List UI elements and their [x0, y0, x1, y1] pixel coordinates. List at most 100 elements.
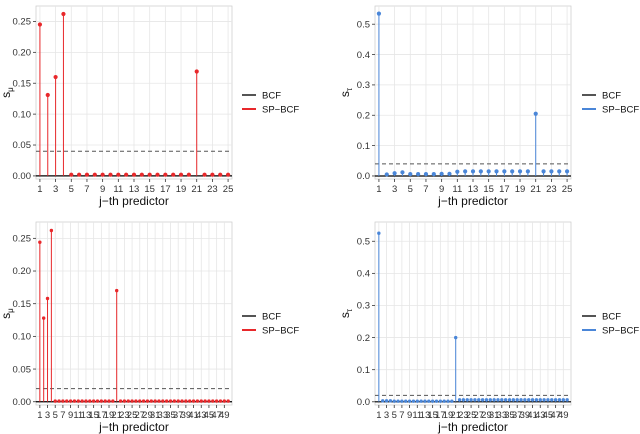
x-tick-label: 9 [407, 410, 412, 421]
data-point [430, 399, 435, 403]
data-point [549, 169, 554, 174]
x-tick-label: 11 [73, 410, 83, 421]
x-axis-title: j−th predictor [98, 420, 169, 434]
data-point [176, 399, 180, 403]
data-point [533, 111, 538, 116]
x-tick-label: 27 [473, 410, 484, 421]
data-point [111, 399, 115, 403]
y-tick-label: 0.20 [13, 266, 32, 277]
legend-item-sp-bcf-label: SP−BCF [602, 104, 639, 115]
y-tick-label: 0.00 [13, 397, 32, 408]
data-point [172, 399, 177, 403]
x-tick-label: 33 [158, 410, 169, 421]
data-point [157, 399, 161, 403]
data-point [45, 296, 50, 301]
y-tick-label: 0.2 [357, 110, 370, 121]
y-tick-label: 0.05 [13, 364, 32, 375]
x-tick-label: 41 [527, 410, 538, 421]
x-tick-label: 17 [499, 184, 510, 195]
chart-panel-3: 0.000.050.100.150.200.251 3 5 7 9 11131517192… [0, 221, 299, 434]
data-point [470, 169, 476, 174]
x-tick-label: 1 [376, 184, 381, 195]
data-point [222, 399, 227, 403]
legend-item-bcf-label: BCF [602, 90, 621, 101]
data-point [507, 398, 512, 402]
x-tick-label: 13 [420, 410, 431, 421]
data-point [511, 398, 516, 402]
legend: BCF SP−BCF [582, 90, 639, 115]
x-tick-label: 15 [427, 410, 438, 421]
y-tick-label: 0.3 [357, 80, 370, 91]
data-point [61, 399, 65, 403]
data-point [494, 169, 499, 174]
data-point [416, 172, 421, 177]
data-point [207, 399, 211, 403]
data-point [92, 172, 97, 177]
x-tick-label: 7 [84, 184, 89, 195]
x-tick-label: 15 [483, 184, 494, 195]
data-point [37, 22, 43, 27]
legend-item-bcf-label: BCF [262, 90, 281, 101]
legend: BCF SP−BCF [582, 311, 639, 336]
x-tick-label: 31 [489, 410, 500, 421]
data-point [463, 169, 468, 174]
data-point [431, 172, 436, 177]
chart-panel-1: 0.000.050.100.150.200.251 3 5 7 9 11 13 15 17 19 2… [0, 5, 299, 208]
data-point [126, 399, 130, 403]
x-tick-label: 31 [150, 410, 161, 421]
chart-panel-4: 0.00.10.20.30.40.51 3 5 7 9 11131517192123252… [338, 221, 639, 434]
data-point [503, 398, 508, 402]
data-point [153, 399, 157, 403]
data-point [478, 169, 483, 174]
data-point [496, 398, 500, 402]
data-point [557, 169, 562, 174]
data-point [565, 398, 569, 402]
x-tick-label: 13 [468, 184, 479, 195]
data-point [457, 398, 462, 402]
x-tick-label: 43 [196, 410, 207, 421]
x-tick-label: 1 [376, 410, 381, 421]
x-tick-label: 11 [452, 184, 462, 195]
x-tick-label: 29 [481, 410, 492, 421]
data-point [122, 399, 127, 403]
x-tick-label: 23 [207, 184, 218, 195]
data-point [450, 399, 454, 403]
data-point [195, 399, 200, 403]
data-point [139, 172, 144, 177]
data-point [439, 171, 444, 176]
x-tick-label: 37 [173, 410, 184, 421]
x-tick-label: 23 [546, 184, 557, 195]
data-point [423, 172, 429, 177]
y-axis-title: sτ [338, 308, 354, 318]
data-point [411, 399, 416, 403]
y-tick-label: 0.1 [357, 141, 370, 152]
data-point [423, 399, 427, 403]
chart-panel-2: 0.00.10.20.30.40.51 3 5 7 9 11 13 15 17 19 21 23 25j… [338, 5, 639, 208]
data-point [191, 399, 196, 403]
data-point [184, 399, 188, 403]
data-point [500, 398, 504, 402]
x-tick-label: 19 [515, 184, 526, 195]
x-tick-label: 7 [399, 410, 404, 421]
legend: BCF SP−BCF [242, 311, 299, 336]
data-point [180, 399, 184, 403]
data-point [564, 169, 570, 174]
data-point [99, 399, 104, 403]
data-point [484, 398, 489, 402]
data-point [376, 11, 382, 16]
x-tick-label: 21 [191, 184, 202, 195]
x-tick-label: 9 [439, 184, 444, 195]
data-point [434, 399, 439, 403]
x-tick-label: 25 [562, 184, 573, 195]
data-point [202, 172, 207, 177]
data-point [168, 399, 173, 403]
x-tick-label: 19 [443, 410, 454, 421]
data-point [80, 399, 84, 403]
data-point [77, 172, 82, 177]
x-tick-label: 15 [88, 410, 99, 421]
data-point [561, 398, 566, 402]
data-point [186, 172, 191, 177]
data-point [384, 172, 389, 177]
y-tick-label: 0.2 [357, 333, 370, 344]
